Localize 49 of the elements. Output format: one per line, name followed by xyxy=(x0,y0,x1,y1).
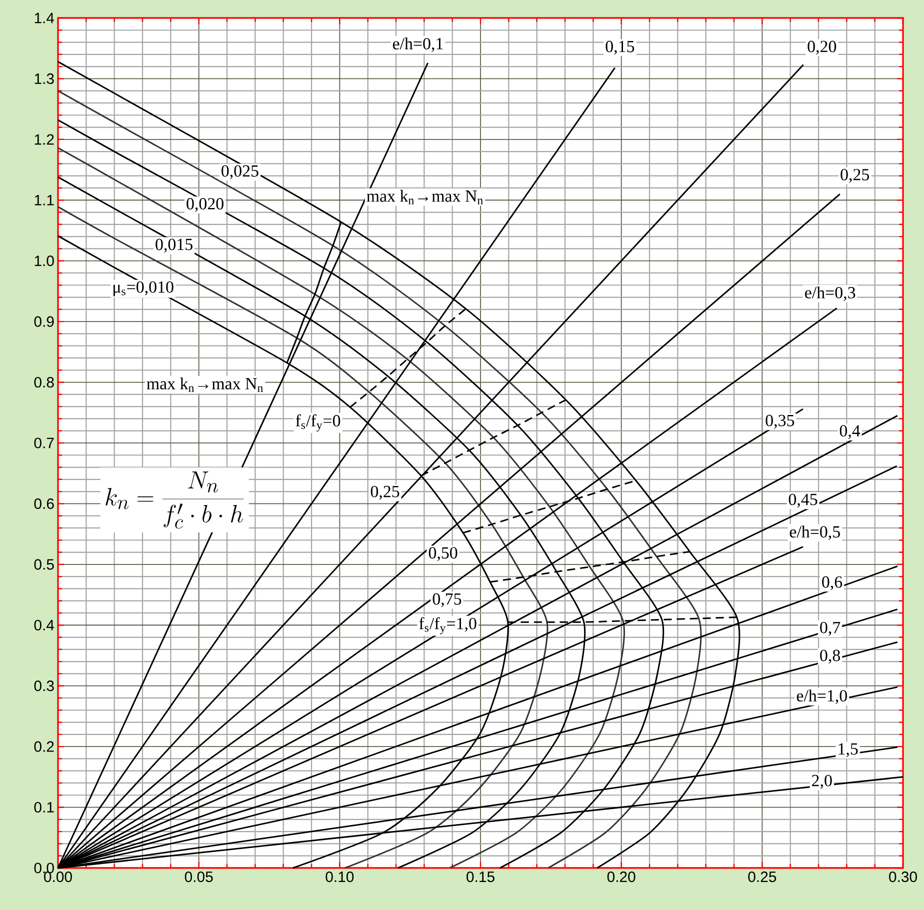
annotation: $k_{n}=\frac{N_{n}}{f'_{c}\cdot b\cdot h}$ xyxy=(106,472,244,529)
annotation: e/h=0,5 xyxy=(790,526,840,540)
annotation: max k$_{n}$→max N$_{n}$ xyxy=(366,190,483,204)
annotation: 0,75 xyxy=(432,593,462,608)
annotation: 0,015 xyxy=(156,238,192,253)
x-tick-label: 0.00 xyxy=(44,872,72,882)
annotation: μ$_{s}$=0,010 xyxy=(114,281,174,296)
y-tick-label: 1.0 xyxy=(34,256,54,266)
annotation: f$_{s}$/f$_{y}$=1,0 xyxy=(419,617,476,634)
y-tick-label: 0.2 xyxy=(34,741,54,752)
x-tick-label: 0.15 xyxy=(466,872,494,882)
annotation: 1,5 xyxy=(838,743,858,758)
annotation: 0,7 xyxy=(820,622,840,636)
annotation: 0,15 xyxy=(606,40,634,55)
y-tick-label: 0.1 xyxy=(34,802,54,813)
annotation: 0,025 xyxy=(222,165,258,180)
annotation: 0,25 xyxy=(370,486,400,500)
annotation: e/h=0,3 xyxy=(805,286,856,301)
annotation: 0,20 xyxy=(808,40,836,55)
annotation: f$_{s}$/f$_{y}$=0 xyxy=(296,414,340,432)
annotation: 0,50 xyxy=(428,547,458,562)
x-tick-label: 0.20 xyxy=(607,872,636,882)
annotation: 0,020 xyxy=(186,198,224,212)
y-tick-label: 1.2 xyxy=(34,134,54,145)
y-tick-label: 0.0 xyxy=(34,862,54,874)
annotation: 0,8 xyxy=(820,650,840,664)
x-tick-label: 0.05 xyxy=(184,872,213,882)
y-tick-label: 0.5 xyxy=(34,559,54,570)
annotation: e/h=0,1 xyxy=(392,37,443,52)
annotation: 0,4 xyxy=(840,425,860,439)
y-tick-label: 0.9 xyxy=(34,316,54,327)
y-tick-label: 1.1 xyxy=(34,194,54,206)
x-tick-label: 0.30 xyxy=(889,872,917,882)
annotation: 0,45 xyxy=(788,494,818,508)
annotation: e/h=1,0 xyxy=(796,690,847,704)
y-tick-label: 0.8 xyxy=(34,376,54,388)
x-tick-label: 0.25 xyxy=(748,872,776,882)
y-tick-label: 0.4 xyxy=(34,620,54,630)
y-tick-label: 1.4 xyxy=(34,12,54,24)
annotation: max k$_{n}$→max N$_{n}$ xyxy=(146,378,263,392)
y-tick-label: 0.7 xyxy=(34,438,54,448)
annotation: 0,6 xyxy=(822,576,842,590)
annotation: 0,25 xyxy=(840,168,870,183)
annotation: 0,35 xyxy=(766,414,794,429)
y-tick-label: 0.3 xyxy=(34,680,54,692)
annotation: 2,0 xyxy=(812,774,832,789)
x-tick-label: 0.10 xyxy=(326,872,354,882)
y-tick-label: 1.3 xyxy=(34,73,54,84)
y-tick-label: 0.6 xyxy=(34,498,54,509)
